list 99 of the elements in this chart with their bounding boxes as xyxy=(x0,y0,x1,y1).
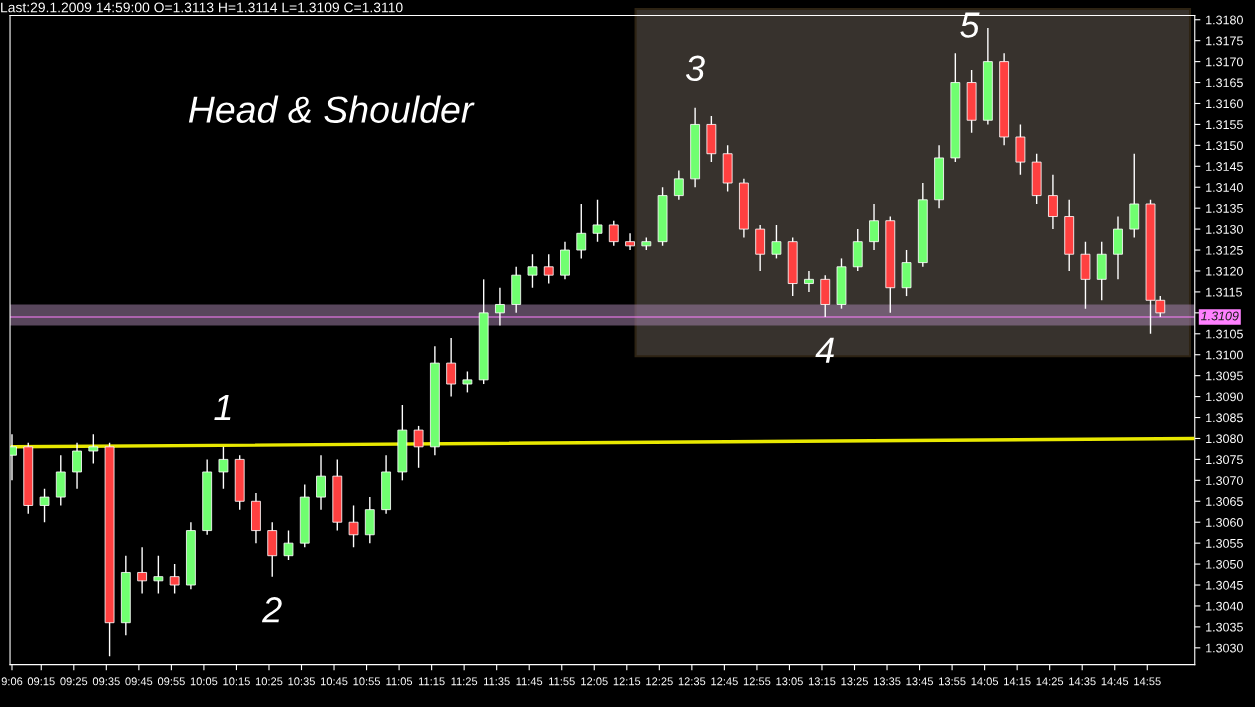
x-tick-label: 11:25 xyxy=(451,677,478,686)
candlestick xyxy=(283,529,294,561)
x-tick-label: 13:45 xyxy=(906,677,933,686)
x-tick-label: 13:35 xyxy=(873,677,901,686)
y-tick-label: 1.3130 xyxy=(1206,224,1243,234)
y-tick-label: 1.3070 xyxy=(1206,476,1243,485)
y-tick-label: 1.3080 xyxy=(1206,434,1243,444)
candlestick xyxy=(348,504,359,549)
candlestick xyxy=(88,433,99,465)
y-tick-label: 1.3045 xyxy=(1206,580,1243,590)
candlestick xyxy=(527,253,538,289)
x-tick-label: 12:35 xyxy=(678,677,706,686)
candlestick xyxy=(316,454,326,511)
candlestick xyxy=(72,441,82,490)
candlestick xyxy=(153,555,164,595)
candlestick xyxy=(218,446,229,490)
candlestick xyxy=(625,232,635,251)
y-tick-label: 1.3180 xyxy=(1206,15,1243,25)
x-tick-label: 14:15 xyxy=(1004,677,1031,686)
x-tick-label: 12:45 xyxy=(711,677,738,686)
annotation: 4 xyxy=(815,337,834,363)
x-tick-label: 12:25 xyxy=(646,677,673,686)
y-tick-label: 1.3040 xyxy=(1206,601,1243,611)
x-tick-label: 11:45 xyxy=(516,677,543,686)
y-tick-label: 1.3140 xyxy=(1206,183,1243,192)
candlestick xyxy=(1048,173,1058,230)
y-tick-label: 1.3145 xyxy=(1206,162,1243,171)
x-tick-label: 14:25 xyxy=(1036,677,1064,686)
y-tick-label: 1.3035 xyxy=(1206,622,1243,632)
x-tick-label: 09:25 xyxy=(60,677,88,686)
y-tick-label: 1.3105 xyxy=(1206,329,1243,339)
candlestick xyxy=(673,169,684,201)
y-tick-label: 1.3050 xyxy=(1206,559,1243,569)
y-tick-label: 1.3155 xyxy=(1206,120,1243,130)
x-tick-label: 11:55 xyxy=(549,677,575,686)
y-tick-label: 1.3085 xyxy=(1206,413,1243,423)
y-tick-label: 1.3055 xyxy=(1206,538,1243,548)
x-tick-label: 14:05 xyxy=(971,677,999,686)
y-tick-label: 1.3120 xyxy=(1206,266,1243,276)
x-tick-label: 9:06 xyxy=(1,677,23,686)
x-tick-label: 12:55 xyxy=(743,677,771,686)
annotation: 5 xyxy=(960,12,980,38)
y-tick-label: 1.3160 xyxy=(1206,99,1243,109)
candlestick xyxy=(137,546,148,595)
x-tick-label: 13:25 xyxy=(841,677,868,686)
y-tick-label: 1.3135 xyxy=(1206,203,1243,213)
ref-line-label: 1.3109 xyxy=(1201,311,1239,321)
x-tick-label: 10:15 xyxy=(223,677,250,686)
y-tick-label: 1.3170 xyxy=(1206,57,1243,67)
candlestick xyxy=(462,370,473,394)
candlestick xyxy=(413,425,424,469)
x-tick-label: 09:55 xyxy=(157,677,185,686)
y-tick-label: 1.3090 xyxy=(1206,392,1243,402)
x-tick-label: 12:05 xyxy=(581,677,608,686)
y-tick-label: 1.3165 xyxy=(1206,78,1243,88)
x-tick-label: 12:15 xyxy=(613,677,641,686)
y-tick-label: 1.3115 xyxy=(1206,287,1242,297)
x-tick-label: 14:35 xyxy=(1069,677,1096,686)
y-tick-label: 1.3175 xyxy=(1206,36,1243,46)
x-tick-label: 09:15 xyxy=(27,677,55,686)
annotation: 2 xyxy=(261,597,282,623)
x-tick-label: 14:45 xyxy=(1101,677,1129,686)
x-tick-label: 10:25 xyxy=(255,677,283,686)
x-tick-label: 13:15 xyxy=(808,677,836,686)
y-tick-label: 1.3065 xyxy=(1206,497,1243,506)
candlestick xyxy=(169,563,180,595)
y-tick-label: 1.3095 xyxy=(1206,371,1243,381)
candlestick xyxy=(592,199,603,243)
x-tick-label: 11:15 xyxy=(418,677,445,686)
x-tick-label: 13:55 xyxy=(939,677,966,686)
x-tick-label: 11:05 xyxy=(386,677,413,686)
annotation: 3 xyxy=(685,55,705,82)
y-tick-label: 1.3075 xyxy=(1206,455,1243,465)
y-tick-label: 1.3060 xyxy=(1206,518,1243,527)
candlestick xyxy=(869,203,879,251)
x-tick-label: 10:05 xyxy=(190,677,218,686)
candlestick xyxy=(495,287,505,327)
candlestick xyxy=(543,253,554,285)
x-tick-label: 13:05 xyxy=(776,677,803,686)
candlestick xyxy=(39,488,50,523)
x-tick-label: 10:55 xyxy=(353,677,381,686)
chart-subtitle: Last:29.1.2009 14:59:00 O=1.3113 H=1.3114 L=1.3109 C=1.3110 xyxy=(1,2,403,13)
y-tick-label: 1.3150 xyxy=(1206,141,1243,151)
x-tick-label: 11:35 xyxy=(484,677,510,686)
x-tick-label: 14:55 xyxy=(1134,677,1161,686)
x-tick-label: 10:35 xyxy=(288,677,315,686)
y-tick-label: 1.3125 xyxy=(1206,245,1243,255)
annotation: 1 xyxy=(214,395,231,420)
y-tick-label: 1.3100 xyxy=(1206,350,1243,360)
candlestick xyxy=(446,337,457,398)
text: Head & Shoulder xyxy=(188,95,475,123)
candlestick xyxy=(804,270,814,293)
x-tick-label: 10:45 xyxy=(320,677,348,686)
candlestick xyxy=(608,220,619,247)
x-tick-label: 09:45 xyxy=(125,677,153,686)
x-tick-label: 09:35 xyxy=(92,677,120,686)
y-tick-label: 1.3030 xyxy=(1206,643,1243,653)
candlestick xyxy=(576,203,587,260)
candlestick xyxy=(771,224,782,260)
